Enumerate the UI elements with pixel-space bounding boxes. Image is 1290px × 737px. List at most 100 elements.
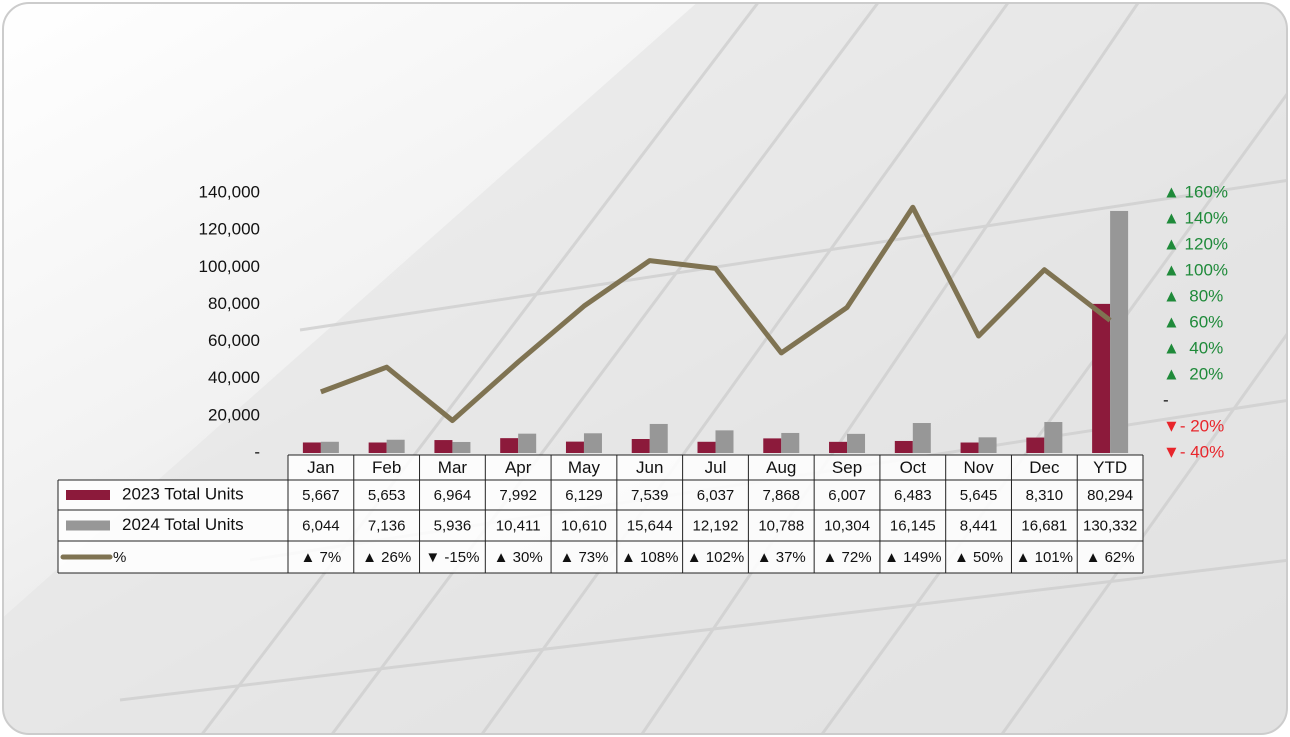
bar	[894, 440, 913, 453]
bar	[829, 441, 848, 453]
bar	[847, 433, 866, 453]
x-tick-label: Mar	[438, 458, 468, 477]
bar	[649, 423, 668, 453]
table-value: 12,192	[693, 517, 739, 534]
bar	[320, 441, 339, 453]
table-value: 10,411	[496, 517, 541, 534]
y-tick-label: 60,000	[208, 331, 260, 350]
y-tick-label: 100,000	[199, 257, 260, 276]
table-value: 16,681	[1021, 517, 1067, 534]
table-value: 6,964	[434, 487, 472, 504]
table-value: ▲ 101%	[1016, 549, 1073, 566]
table-value: 8,441	[960, 517, 998, 534]
table-value: ▲ 50%	[954, 549, 1003, 566]
x-tick-label: May	[568, 458, 601, 477]
y2-tick-label: -	[1163, 390, 1169, 409]
table-value: 130,332	[1083, 517, 1137, 534]
bar	[368, 442, 387, 453]
bar	[631, 438, 650, 453]
x-tick-label: Nov	[963, 458, 994, 477]
y2-tick-label: ▲ 40%	[1163, 338, 1223, 357]
y-tick-label: 20,000	[208, 405, 260, 424]
bar	[960, 442, 979, 453]
table-value: 7,992	[499, 487, 537, 504]
bar	[518, 433, 537, 453]
legend-swatch	[66, 490, 110, 500]
bar	[697, 441, 716, 453]
table-value: 15,644	[627, 517, 673, 534]
bar	[781, 432, 800, 453]
legend-swatch	[66, 520, 110, 531]
bar	[763, 438, 782, 453]
table-value: 5,653	[368, 487, 406, 504]
legend-label: 2023 Total Units	[122, 484, 244, 503]
x-tick-label: Sep	[832, 458, 862, 477]
y2-tick-label: ▲ 60%	[1163, 312, 1223, 331]
table-value: 80,294	[1087, 487, 1133, 504]
y2-tick-label: ▼- 40%	[1163, 442, 1224, 461]
table-value: 10,788	[758, 517, 804, 534]
table-value: ▲ 72%	[823, 549, 872, 566]
table-value: 7,136	[368, 517, 406, 534]
table-bg	[288, 455, 1143, 573]
y2-tick-label: ▲ 120%	[1163, 234, 1228, 253]
y2-tick-label: ▼- 20%	[1163, 416, 1224, 435]
y2-tick-label: ▲ 160%	[1163, 182, 1228, 201]
table-value: ▲ 108%	[621, 549, 678, 566]
y-tick-label: 40,000	[208, 368, 260, 387]
y2-tick-label: ▲ 80%	[1163, 286, 1223, 305]
x-tick-label: Feb	[372, 458, 401, 477]
table-value: 5,936	[434, 517, 472, 534]
table-value: 6,007	[828, 487, 866, 504]
table-value: 5,667	[302, 487, 340, 504]
bar	[978, 437, 997, 453]
table-value: ▲ 73%	[559, 549, 608, 566]
y2-tick-label: ▲ 20%	[1163, 364, 1223, 383]
table-value: 16,145	[890, 517, 936, 534]
y2-tick-label: ▲ 140%	[1163, 208, 1228, 227]
table-value: 8,310	[1026, 487, 1064, 504]
bar	[1092, 303, 1111, 453]
table-value: ▲ 62%	[1086, 549, 1135, 566]
x-tick-label: Oct	[900, 458, 927, 477]
table-value: 6,483	[894, 487, 932, 504]
y-tick-label: -	[254, 442, 260, 461]
table-value: ▲ 149%	[884, 549, 941, 566]
x-tick-label: Jan	[307, 458, 334, 477]
table-value: ▼ -15%	[425, 549, 479, 566]
bar	[1044, 422, 1063, 453]
bar	[1110, 210, 1129, 453]
x-tick-label: YTD	[1093, 458, 1127, 477]
bar	[386, 439, 405, 453]
bar	[1026, 437, 1045, 453]
table-value: 7,539	[631, 487, 669, 504]
table-value: ▲ 7%	[301, 549, 342, 566]
x-tick-label: Jun	[636, 458, 663, 477]
x-tick-label: Jul	[705, 458, 727, 477]
y-tick-label: 120,000	[199, 220, 260, 239]
bar	[715, 430, 734, 453]
legend-label: 2024 Total Units	[122, 515, 244, 534]
bar	[452, 441, 471, 453]
bar	[302, 442, 321, 453]
table-value: 5,645	[960, 487, 998, 504]
table-value: ▲ 37%	[757, 549, 806, 566]
table-value: 6,129	[565, 487, 603, 504]
y-tick-label: 80,000	[208, 294, 260, 313]
y-tick-label: 140,000	[199, 182, 260, 201]
table-value: 10,610	[561, 517, 607, 534]
table-value: ▲ 102%	[687, 549, 744, 566]
table-value: 10,304	[824, 517, 870, 534]
table-value: 6,044	[302, 517, 340, 534]
legend-label: %	[113, 549, 126, 566]
y2-tick-label: ▲ 100%	[1163, 260, 1228, 279]
bar	[434, 440, 453, 453]
table-value: 7,868	[762, 487, 800, 504]
bar	[912, 423, 931, 453]
bar	[500, 438, 519, 453]
line-series	[320, 204, 1112, 423]
x-tick-label: Dec	[1029, 458, 1060, 477]
x-tick-label: Apr	[505, 458, 532, 477]
